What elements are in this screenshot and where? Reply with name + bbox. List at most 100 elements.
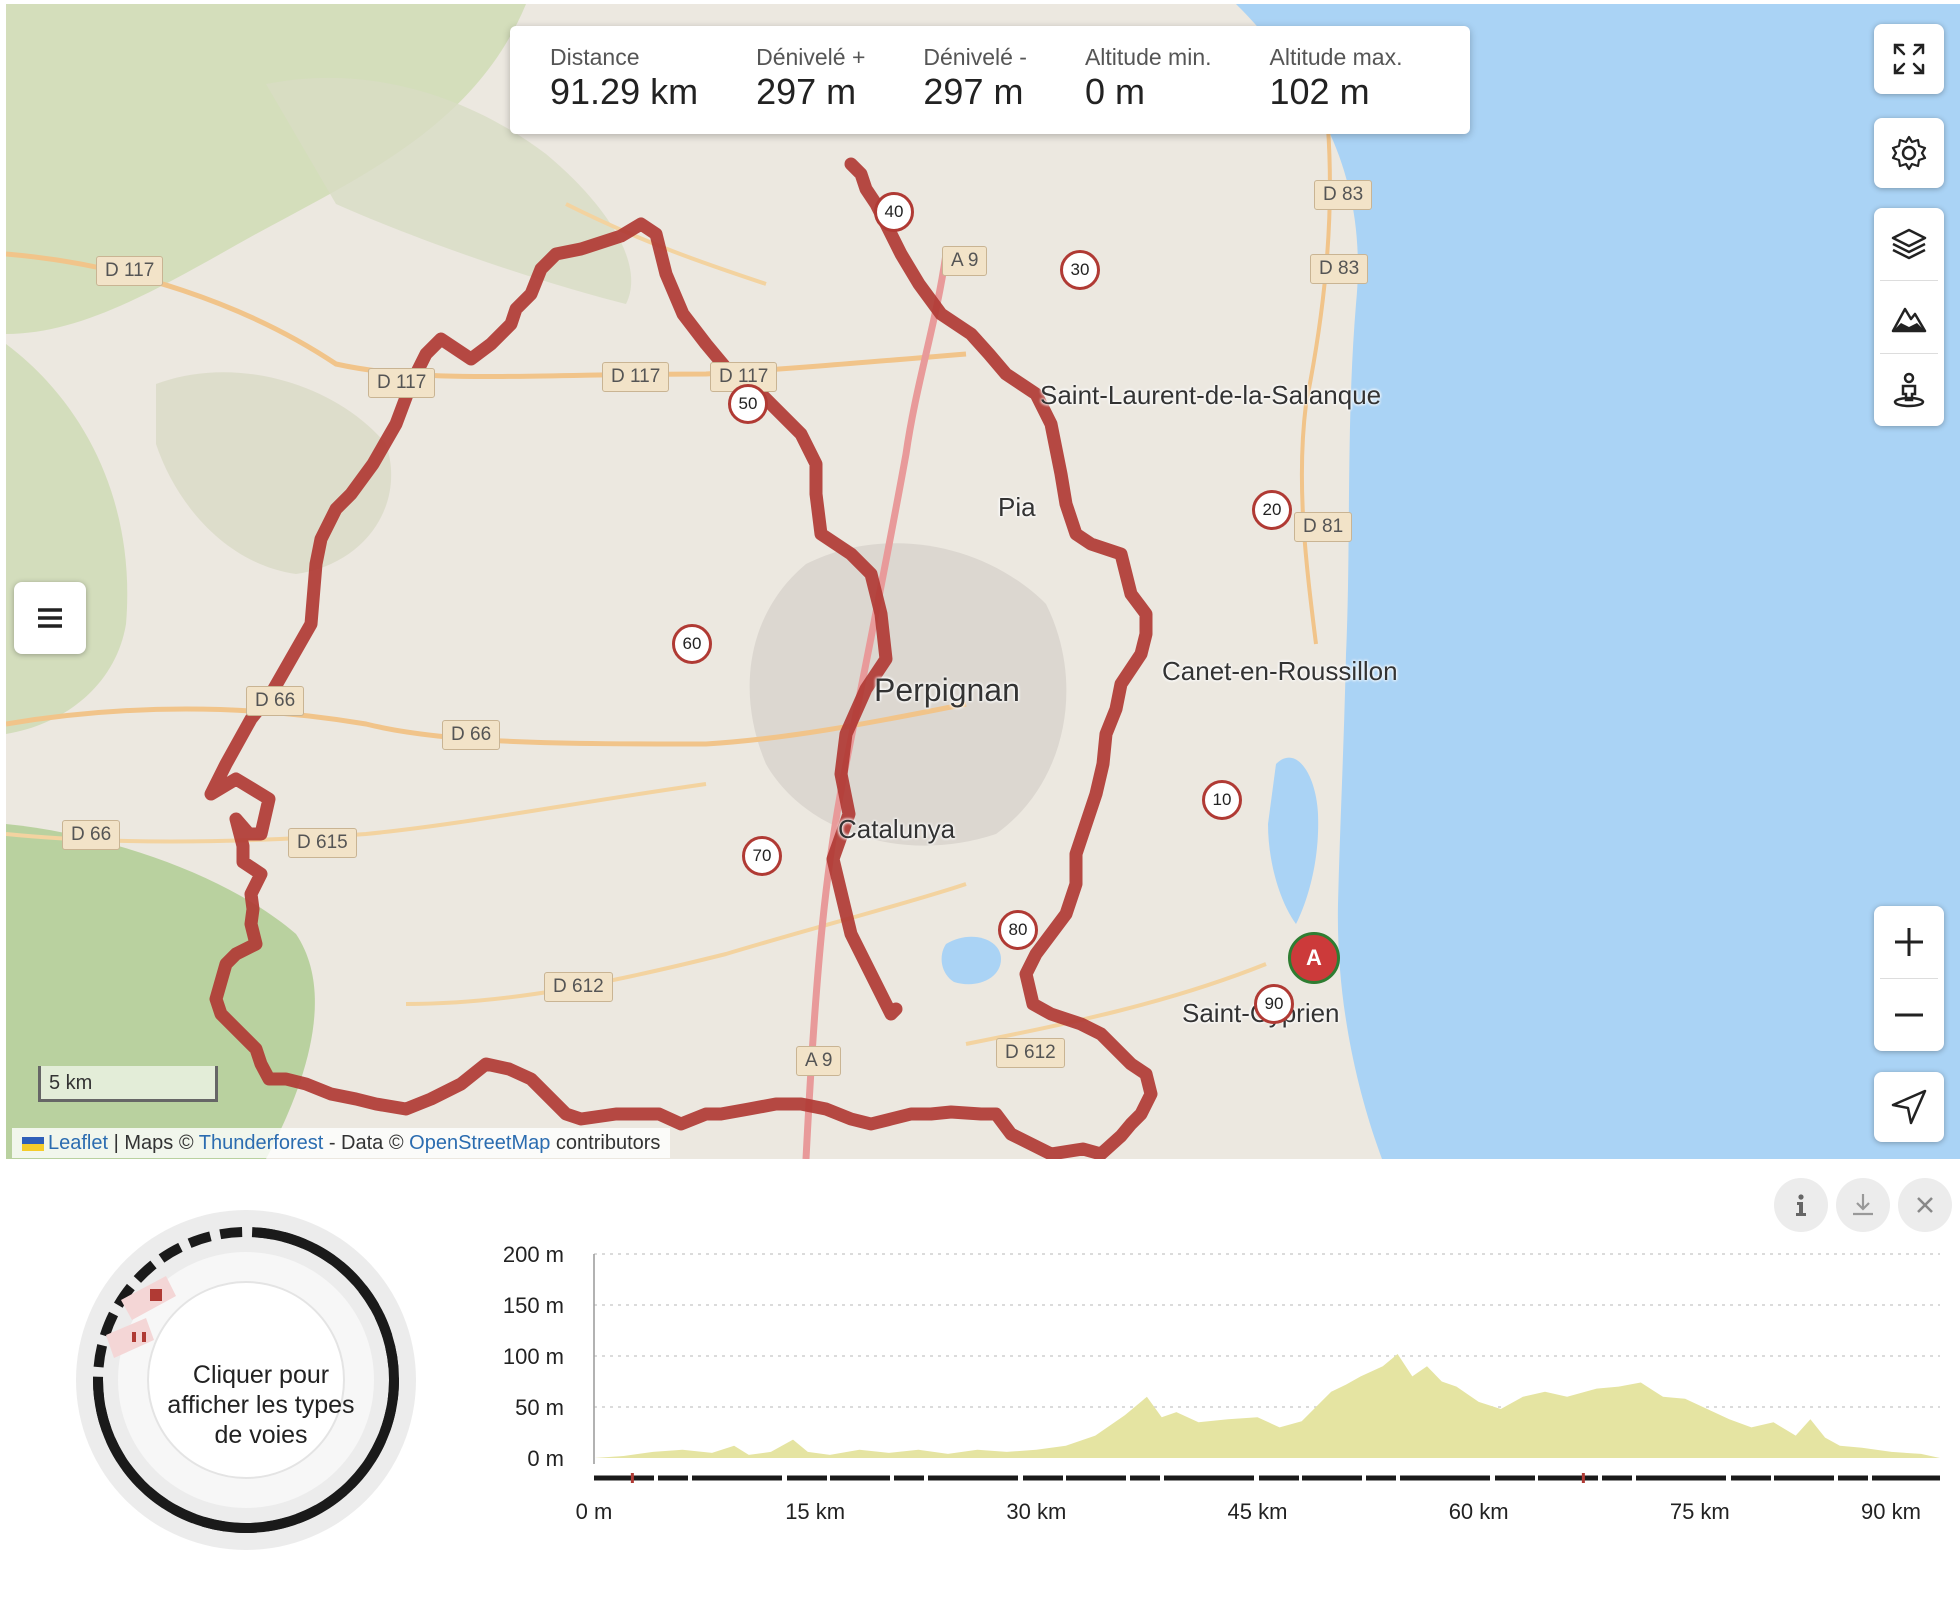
stat-label: Altitude max. — [1269, 44, 1403, 70]
street-view-button[interactable] — [1874, 354, 1944, 426]
hill-shading-north — [266, 77, 632, 304]
km-marker-60[interactable]: 60 — [672, 624, 712, 664]
terrain-button[interactable] — [1874, 281, 1944, 353]
perpignan-urban-area — [749, 543, 1067, 846]
stat-distance: Distance 91.29 km — [550, 42, 698, 134]
info-button[interactable] — [1774, 1178, 1828, 1232]
stat-elevation-gain: Dénivelé + 297 m — [756, 42, 865, 134]
locate-icon — [1891, 1089, 1927, 1125]
place-label-catalunya: Catalunya — [838, 814, 956, 844]
download-button[interactable] — [1836, 1178, 1890, 1232]
km-marker-10[interactable]: 10 — [1202, 780, 1242, 820]
surface-types-donut[interactable]: Cliquer pour afficher les types de voies — [66, 1200, 426, 1560]
surface-strip-mark — [630, 1473, 634, 1483]
attribution-text: contributors — [550, 1132, 661, 1154]
start-marker[interactable]: A — [1288, 932, 1340, 984]
start-marker-label: A — [1306, 945, 1322, 970]
donut-chart — [76, 1210, 416, 1550]
place-label-canet: Canet-en-Roussillon — [1162, 656, 1398, 686]
place-label-perpignan: Perpignan — [874, 672, 1020, 708]
stat-altitude-max: Altitude max. 102 m — [1270, 42, 1403, 134]
attribution-text: - Data © — [323, 1132, 410, 1154]
road-label: D 66 — [62, 820, 121, 850]
attribution-text: | Maps © — [108, 1132, 199, 1154]
km-marker-90[interactable]: 90 — [1254, 984, 1294, 1024]
lake — [941, 936, 1001, 985]
elevation-area — [594, 1354, 1940, 1458]
road-label: D 66 — [246, 686, 305, 716]
surface-strip-mark — [1581, 1473, 1585, 1483]
x-tick-label: 0 m — [576, 1499, 613, 1524]
y-tick-label: 100 m — [503, 1344, 564, 1369]
elevation-chart[interactable]: 200 m 150 m 100 m 50 m 0 m 0 m 15 km 30 km 45 km… — [480, 1220, 1960, 1590]
stat-altitude-min: Altitude min. 0 m — [1085, 42, 1212, 134]
x-tick-label: 30 km — [1006, 1499, 1066, 1524]
donut-prompt[interactable]: Cliquer pour afficher les types de voies — [167, 1361, 355, 1449]
scale-bar: 5 km — [38, 1066, 218, 1102]
leaflet-link[interactable]: Leaflet — [48, 1132, 109, 1154]
divider — [1880, 280, 1938, 281]
road-label: D 66 — [442, 720, 501, 750]
stat-value: 297 m — [756, 71, 857, 112]
zoom-in-button[interactable] — [1874, 906, 1944, 978]
stat-value: 91.29 km — [550, 71, 699, 112]
menu-button[interactable] — [14, 582, 86, 654]
motorway-a9 — [802, 253, 950, 1159]
sea — [1236, 4, 1960, 1159]
map-canvas[interactable] — [6, 4, 1960, 1159]
y-tick-label: 200 m — [503, 1242, 564, 1267]
zoom-controls — [1874, 906, 1944, 1051]
elevation-profile-panel: Cliquer pour afficher les types de voies… — [0, 1160, 1960, 1602]
divider — [1880, 978, 1938, 979]
locate-button[interactable] — [1874, 1072, 1944, 1142]
thunderforest-link[interactable]: Thunderforest — [198, 1132, 324, 1154]
hill-shading-center-west — [156, 372, 392, 574]
openstreetmap-link[interactable]: OpenStreetMap — [409, 1132, 551, 1154]
road-label: D 117 — [368, 368, 436, 398]
close-button[interactable] — [1898, 1178, 1952, 1232]
settings-button[interactable] — [1874, 118, 1944, 188]
km-marker-70[interactable]: 70 — [742, 836, 782, 876]
road-label: D 117 — [602, 362, 670, 392]
km-marker-50[interactable]: 50 — [728, 384, 768, 424]
layers-button[interactable] — [1874, 208, 1944, 280]
divider — [1880, 353, 1938, 354]
lagoon — [1268, 757, 1319, 924]
zoom-out-button[interactable] — [1874, 979, 1944, 1051]
x-tick-label: 90 km — [1861, 1499, 1921, 1524]
road-minor — [565, 202, 767, 286]
stat-label: Altitude min. — [1084, 44, 1212, 70]
hill-shading-west — [6, 344, 128, 734]
y-tick-label: 0 m — [527, 1446, 564, 1471]
map[interactable]: Saint-Laurent-de-la-Salanque Pia Perpign… — [6, 4, 1960, 1159]
road-label: D 83 — [1310, 254, 1369, 284]
road-label: D 83 — [1314, 180, 1373, 210]
stat-value: 0 m — [1084, 71, 1145, 112]
ukraine-flag-icon — [22, 1136, 44, 1151]
km-marker-20[interactable]: 20 — [1252, 490, 1292, 530]
km-marker-30[interactable]: 30 — [1060, 250, 1100, 290]
road-label: D 117 — [710, 362, 778, 392]
km-marker-40[interactable]: 40 — [874, 192, 914, 232]
road-label: D 612 — [996, 1038, 1065, 1068]
y-tick-label: 150 m — [503, 1293, 564, 1318]
road-label: A 9 — [942, 246, 988, 276]
gear-icon — [1891, 135, 1927, 171]
y-tick-label: 50 m — [515, 1395, 564, 1420]
road-label: D 615 — [288, 828, 357, 858]
stat-label: Distance — [550, 44, 640, 70]
road-d117 — [6, 251, 967, 379]
stat-value: 102 m — [1269, 71, 1370, 112]
place-label-pia: Pia — [998, 492, 1036, 522]
close-icon — [1917, 1197, 1933, 1213]
road-label: D 117 — [96, 256, 164, 286]
km-marker-80[interactable]: 80 — [998, 910, 1038, 950]
map-layer-controls — [1874, 208, 1944, 426]
download-icon — [1853, 1194, 1873, 1216]
x-tick-label: 15 km — [785, 1499, 845, 1524]
road-label: A 9 — [796, 1046, 842, 1076]
road-d612-east — [965, 962, 1267, 1046]
stat-label: Dénivelé + — [756, 44, 866, 70]
fullscreen-button[interactable] — [1874, 24, 1944, 94]
